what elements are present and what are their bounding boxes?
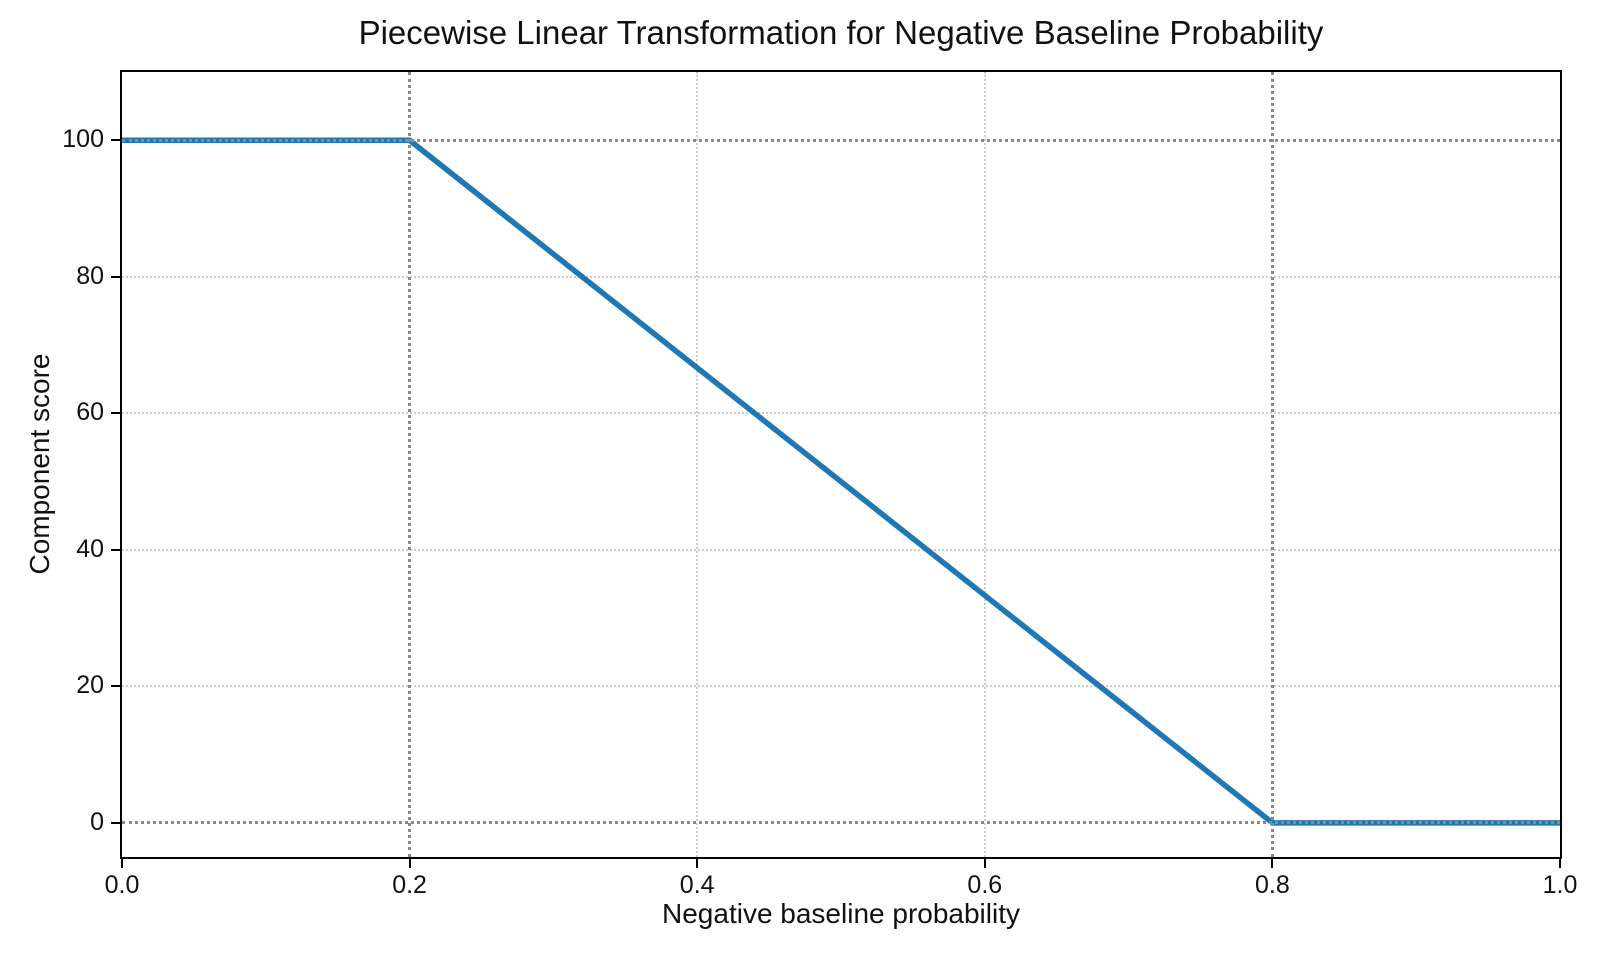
y-tick-label: 80 (76, 261, 104, 290)
ref-line-x-0.8 (1270, 72, 1274, 857)
plot-area: 0.0 0.2 0.4 0.6 0.8 1.0 0 20 40 60 80 100 (62, 70, 1577, 899)
y-tick-label: 40 (76, 534, 104, 563)
y-tick-label: 20 (76, 671, 104, 700)
y-tick (111, 548, 120, 551)
y-tick-label: 60 (76, 398, 104, 427)
series-line-component-score-transform (122, 137, 1560, 826)
y-tick (111, 275, 120, 278)
x-tick (1271, 859, 1274, 868)
v-gridline (983, 72, 986, 857)
x-tick (983, 859, 986, 868)
x-tick-label: 0.0 (104, 871, 140, 899)
x-tick (1559, 859, 1561, 868)
x-tick (408, 859, 411, 868)
x-axis-label: Negative baseline probability (662, 898, 1020, 929)
y-tick (111, 412, 120, 415)
y-tick (111, 821, 120, 824)
chart-title: Piecewise Linear Transformation for Nega… (358, 14, 1324, 51)
x-tick-label: 0.4 (679, 871, 715, 899)
x-tick-label: 0.6 (967, 871, 1003, 899)
y-tick (111, 685, 120, 688)
ref-line-y-100 (122, 138, 1560, 142)
h-gridline (122, 685, 1560, 688)
y-tick-label: 100 (62, 125, 104, 154)
h-gridline (122, 412, 1560, 415)
x-tick-label: 0.8 (1255, 871, 1290, 899)
v-gridline (696, 72, 699, 857)
x-tick-label: 0.2 (392, 871, 427, 899)
y-tick (111, 139, 120, 142)
h-gridline (122, 548, 1560, 551)
x-tick-label: 1.0 (1542, 871, 1578, 899)
line-chart-svg (122, 137, 1560, 826)
h-gridline (122, 275, 1560, 278)
x-tick (121, 859, 123, 868)
y-tick-label: 0 (90, 807, 104, 836)
ref-line-x-0.2 (408, 72, 412, 857)
ref-line-y-0 (122, 821, 1560, 825)
x-tick (696, 859, 699, 868)
